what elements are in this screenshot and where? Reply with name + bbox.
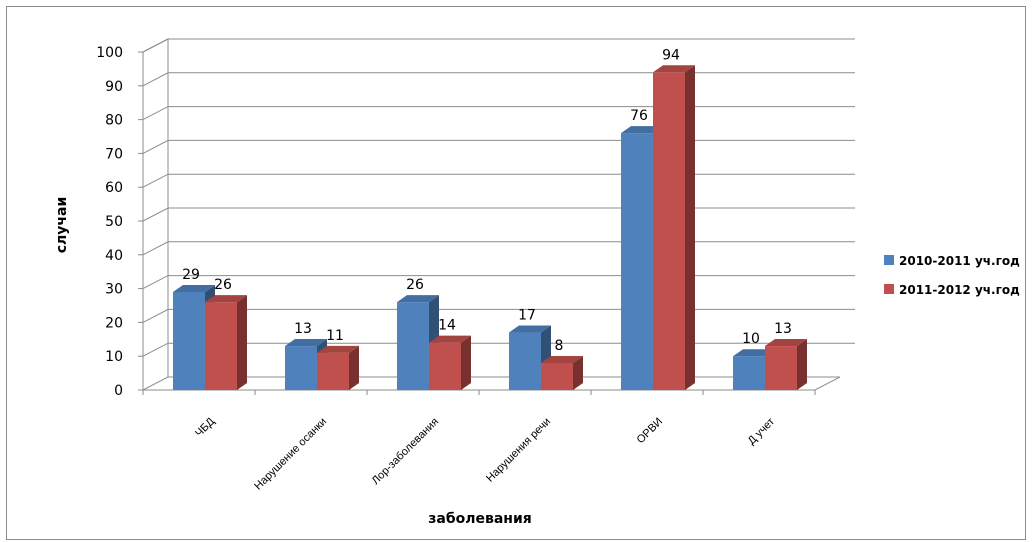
- bar-front: [621, 133, 653, 390]
- gridline: [142, 139, 855, 154]
- bar-top: [541, 355, 583, 363]
- legend-label: 2011-2012 уч.год: [899, 283, 1020, 297]
- y-axis-ticks: 0 10 20 30 40 50 60 70 80 90 100: [96, 45, 143, 399]
- y-tick-label: 30: [105, 282, 123, 298]
- category-labels: ЧБД Нарушение осанки Лор-заболевания Наруше…: [193, 415, 777, 492]
- y-tick-label: 0: [114, 383, 123, 399]
- y-tick-label: 40: [105, 248, 123, 264]
- bar: [653, 65, 695, 390]
- data-label: 10: [742, 331, 760, 347]
- gridline: [142, 173, 855, 188]
- y-tick-label: 50: [105, 214, 123, 230]
- bar-side: [797, 339, 807, 390]
- bar-top: [765, 339, 807, 347]
- y-axis-title: случаи: [54, 197, 70, 254]
- bar-front: [429, 342, 461, 390]
- gridline: [142, 308, 855, 323]
- bar: [509, 325, 551, 390]
- gridline: [142, 38, 855, 53]
- category-label: ОРВИ: [635, 416, 666, 447]
- bar-top: [429, 335, 471, 343]
- y-tick-label: 20: [105, 315, 123, 331]
- data-label: 13: [294, 321, 312, 337]
- gridlines: [142, 38, 855, 357]
- gridline: [142, 72, 855, 87]
- back-wall-edge: [142, 38, 169, 377]
- data-label: 26: [406, 277, 424, 293]
- gridline: [142, 106, 855, 121]
- data-label: 11: [326, 328, 344, 344]
- category-label: ЧБД: [193, 415, 217, 439]
- bar-front: [653, 72, 685, 390]
- bar-front: [733, 356, 765, 390]
- category-label: Нарушение осанки: [252, 416, 329, 493]
- category-label: Д учет: [746, 416, 777, 447]
- bar-top: [653, 65, 695, 73]
- bar: [765, 339, 807, 390]
- bar-top: [733, 349, 775, 357]
- bar-top: [285, 339, 327, 347]
- y-tick-label: 80: [105, 113, 123, 129]
- legend-item: 2011-2012 уч.год: [884, 283, 1020, 297]
- bar-front: [765, 346, 797, 390]
- bar: [317, 345, 359, 390]
- bars: [173, 65, 807, 391]
- bar-top: [317, 345, 359, 353]
- data-label: 13: [774, 321, 792, 337]
- legend-swatch: [884, 255, 894, 265]
- bar-top: [397, 295, 439, 303]
- legend-item: 2010-2011 уч.год: [884, 254, 1020, 268]
- chart-frame: [6, 6, 1026, 540]
- chart-walls: [142, 38, 841, 395]
- bar: [541, 355, 583, 390]
- bar-top: [509, 325, 551, 333]
- data-label: 76: [630, 108, 648, 124]
- bar-side: [461, 335, 471, 390]
- y-tick-label: 60: [105, 180, 123, 196]
- data-label: 8: [555, 338, 564, 354]
- category-label: Нарушения речи: [484, 416, 553, 485]
- bar-side: [685, 65, 695, 390]
- y-tick-label: 100: [96, 45, 123, 61]
- bar-side: [237, 295, 247, 390]
- legend: 2010-2011 уч.год 2011-2012 уч.год: [884, 254, 1020, 297]
- y-tick-label: 10: [105, 349, 123, 365]
- bar-front: [509, 332, 541, 390]
- bar-top: [173, 284, 215, 292]
- bar: [429, 335, 471, 390]
- data-label: 94: [662, 47, 680, 63]
- data-label: 17: [518, 308, 536, 324]
- gridline: [142, 207, 855, 222]
- bar-front: [317, 352, 349, 390]
- bar: [397, 295, 439, 390]
- legend-label: 2010-2011 уч.год: [899, 254, 1020, 268]
- y-tick-label: 90: [105, 79, 123, 95]
- bar-front: [173, 291, 205, 390]
- gridline: [142, 241, 855, 256]
- x-axis-title: заболевания: [428, 511, 532, 527]
- bar-front: [285, 346, 317, 390]
- bar-top: [621, 126, 663, 134]
- bar-front: [205, 302, 237, 390]
- bar-front: [397, 302, 429, 390]
- bar: [205, 295, 247, 390]
- data-label: 26: [214, 277, 232, 293]
- data-label: 14: [438, 318, 456, 334]
- bar-front: [541, 362, 573, 390]
- data-labels: 29 26 13 11 26 14 17 8 76 94 10 13: [182, 47, 792, 354]
- bar-top: [205, 295, 247, 303]
- category-label: Лор-заболевания: [370, 416, 441, 487]
- legend-swatch: [884, 284, 894, 294]
- y-tick-label: 70: [105, 146, 123, 162]
- data-label: 29: [182, 267, 200, 283]
- gridline: [142, 275, 855, 290]
- bar-side: [349, 345, 359, 390]
- bar-side: [573, 355, 583, 390]
